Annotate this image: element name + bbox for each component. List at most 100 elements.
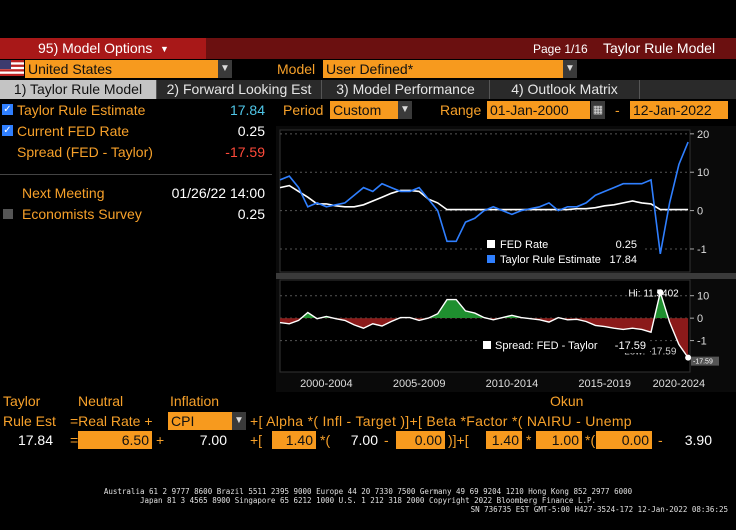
formula-operator: =	[70, 432, 79, 448]
dropdown[interactable]: ▼	[563, 60, 577, 78]
series-line	[279, 184, 689, 211]
model-label: Model	[277, 61, 316, 77]
high-marker	[657, 289, 664, 296]
summary-label: Current FED Rate	[17, 123, 130, 139]
dropdown[interactable]: ▼	[232, 412, 246, 430]
dropdown[interactable]: ▼	[218, 60, 232, 78]
page-number: Page 1/16	[533, 42, 588, 56]
checkbox[interactable]: ✓	[2, 125, 13, 136]
period-field[interactable]: Custom	[330, 101, 398, 119]
x-tick-label: 2020-2024	[653, 378, 706, 390]
formula-field[interactable]: 1.40	[272, 431, 316, 449]
legend-label: Spread: FED - Taylor	[495, 340, 598, 352]
range-start[interactable]: 01-Jan-2000	[487, 101, 590, 119]
formula-field[interactable]: 0.00	[596, 431, 652, 449]
formula-value: 7.00	[199, 432, 227, 448]
last-value-tag	[691, 356, 719, 366]
inflation-field[interactable]: CPI	[168, 412, 232, 430]
summary-value: 0.25	[237, 123, 265, 139]
footer-line: Japan 81 3 4565 8900 Singapore 65 6212 1…	[139, 496, 597, 505]
legend-value: -17.59	[615, 340, 646, 352]
formula-field[interactable]: 6.50	[78, 431, 152, 449]
formula-operator: *(	[585, 432, 596, 448]
footer-line: SN 736735 EST GMT-5:00 H427-3524-172 12-…	[470, 505, 728, 514]
survey-value: 0.25	[237, 206, 265, 222]
range-label: Range	[440, 102, 482, 118]
x-tick-label: 2005-2009	[393, 378, 446, 390]
formula-operator: *(	[320, 432, 331, 448]
formula-field[interactable]: 1.40	[486, 431, 522, 449]
formula-operator: -	[384, 432, 389, 448]
formula-operator: +	[156, 432, 165, 448]
screen-title: Taylor Rule Model	[603, 40, 716, 56]
legend-value: 17.84	[609, 254, 637, 266]
flag	[0, 60, 24, 76]
low-label: Low: -17.59	[624, 347, 677, 358]
formula-label: +[ Alpha *( Infl - Target )]+[ Beta *Fac…	[250, 413, 632, 429]
formula-heading: Inflation	[170, 393, 220, 409]
y-tick-label: 10	[697, 291, 709, 303]
range-separator: -	[615, 102, 620, 118]
menu-label[interactable]: 95) Model Options	[38, 40, 153, 56]
legend-label: Taylor Rule Estimate	[500, 254, 601, 266]
y-tick-label: -1	[697, 244, 707, 256]
formula-operator: -	[658, 432, 663, 448]
footer-line: Australia 61 2 9777 8600 Brazil 5511 239…	[103, 487, 633, 496]
tab[interactable]: 4) Outlook Matrix	[490, 80, 640, 99]
high-label: Hi: 11.5402	[628, 288, 679, 299]
formula-operator: *	[526, 432, 532, 448]
country-field[interactable]: United States	[25, 60, 218, 78]
legend-swatch	[487, 255, 495, 263]
summary-value: 17.84	[229, 102, 265, 118]
formula-heading: Okun	[550, 393, 584, 409]
meeting-value: 01/26/22 14:00	[171, 185, 265, 201]
y-tick-label: 0	[697, 313, 703, 325]
summary-label: Taylor Rule Estimate	[17, 102, 146, 118]
y-tick-label: -1	[697, 336, 707, 348]
low-marker	[685, 354, 692, 361]
tab[interactable]: 2) Forward Looking Est	[157, 80, 322, 99]
formula-heading: Neutral	[78, 393, 124, 409]
series-line	[279, 141, 689, 255]
checkbox[interactable]: ✓	[2, 104, 13, 115]
formula-value: 3.90	[684, 432, 712, 448]
formula-label: Rule Est	[3, 413, 56, 429]
period-label: Period	[283, 102, 324, 118]
legend-label: FED Rate	[500, 239, 548, 251]
summary-label: Spread (FED - Taylor)	[17, 144, 153, 160]
spread-fill-negative	[280, 318, 689, 358]
legend-swatch	[487, 240, 495, 248]
divider	[0, 174, 272, 175]
y-tick-label: 10	[697, 167, 709, 179]
x-tick-label: 2000-2004	[300, 378, 353, 390]
formula-value: 7.00	[350, 432, 378, 448]
legend-value: 0.25	[616, 239, 637, 251]
y-tick-label: 20	[697, 129, 709, 141]
checkbox[interactable]	[3, 209, 13, 219]
formula-operator: +[	[250, 432, 263, 448]
formula-field[interactable]: 1.00	[536, 431, 582, 449]
range-end[interactable]: 12-Jan-2022	[630, 101, 728, 119]
tab[interactable]: 3) Model Performance	[322, 80, 490, 99]
calendar-button[interactable]: ▦	[591, 101, 605, 119]
tab[interactable]: 1) Taylor Rule Model	[0, 80, 157, 99]
legend-box	[482, 236, 642, 268]
legend-box	[478, 337, 650, 353]
survey-label: Economists Survey	[22, 206, 142, 222]
meeting-label: Next Meeting	[22, 185, 105, 201]
formula-label: =Real Rate +	[70, 413, 153, 429]
model-field[interactable]: User Defined*	[323, 60, 563, 78]
last-value-tag-label: -17.59	[693, 359, 713, 366]
x-tick-label: 2015-2019	[578, 378, 631, 390]
menu-button[interactable]	[0, 38, 206, 59]
series-line	[279, 289, 689, 359]
summary-value: -17.59	[225, 144, 265, 160]
formula-value: 17.84	[17, 432, 53, 448]
formula-field[interactable]: 0.00	[396, 431, 445, 449]
menu-arrow: ▼	[160, 44, 169, 54]
legend-swatch	[483, 341, 491, 349]
dropdown[interactable]: ▼	[398, 101, 412, 119]
x-tick-label: 2010-2014	[486, 378, 539, 390]
